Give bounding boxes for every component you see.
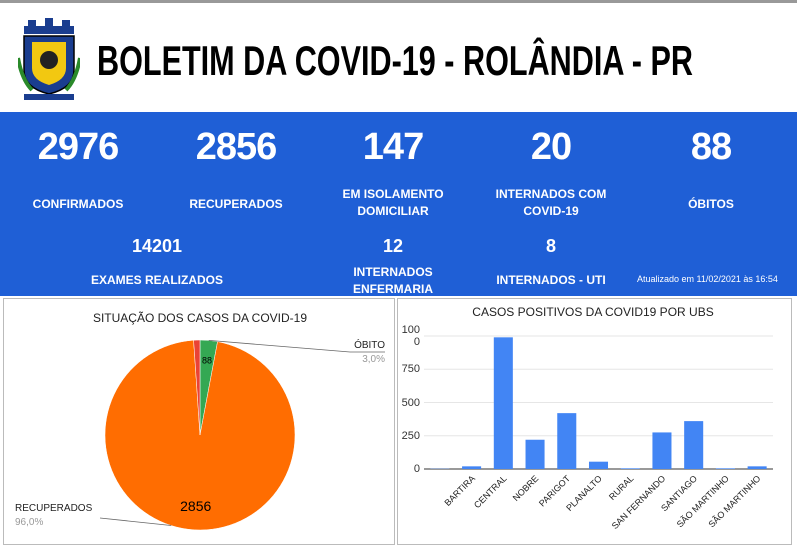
bar-panel <box>397 298 792 545</box>
y-tick-label: 250 <box>401 429 420 442</box>
stat-value: 12 <box>382 236 404 256</box>
legend-label: RECUPERADOS <box>15 503 93 514</box>
y-tick-label: 500 <box>401 396 420 409</box>
updated-note: Atualizado em 11/02/2021 às 16:54 <box>637 274 778 284</box>
stat-value: 2856 <box>195 126 278 168</box>
stat-value: 8 <box>545 236 557 256</box>
bar <box>652 432 672 469</box>
bar <box>684 421 704 469</box>
top-border <box>0 0 797 3</box>
stat-label: CONFIRMADOS <box>32 197 124 211</box>
stat-value: 147 <box>362 126 424 168</box>
stat-label: EXAMES REALIZADOS <box>90 273 223 287</box>
value-label: 88 <box>202 355 212 365</box>
bar <box>588 461 609 469</box>
x-tick-label: RURAL <box>607 473 636 502</box>
x-tick-label: NOBRE <box>511 473 541 503</box>
stat-label: INTERNADOS - UTI <box>496 273 606 287</box>
stat-label: ÓBITOS <box>688 197 734 211</box>
bar <box>462 466 482 469</box>
legend-label: ÓBITO <box>354 338 385 351</box>
bar <box>525 439 545 469</box>
chart-title: CASOS POSITIVOS DA COVID19 POR UBS <box>472 305 713 319</box>
stats-band <box>0 112 797 296</box>
stat-label: INTERNADOS COM COVID-19 <box>495 187 607 218</box>
percent-label: 3,0% <box>362 354 385 365</box>
pie-slice <box>104 339 296 531</box>
stat-label: RECUPERADOS <box>189 197 283 211</box>
logo <box>18 18 80 100</box>
y-tick-label: 1000 <box>401 324 420 348</box>
callout-line <box>208 340 385 353</box>
page-title: BOLETIM DA COVID-19 - ROLÂNDIA - PR <box>97 36 693 84</box>
bar <box>493 337 513 469</box>
chart-title: SITUAÇÃO DOS CASOS DA COVID-19 <box>93 311 307 325</box>
stat-value: 20 <box>530 126 572 168</box>
bar <box>715 468 735 469</box>
x-tick-label: SAN FERNANDO <box>610 473 668 531</box>
x-tick-label: CENTRAL <box>472 473 509 510</box>
callout-line <box>99 517 172 526</box>
stat-label: INTERNADOS ENFERMARIA <box>353 265 433 296</box>
header: BOLETIM DA COVID-19 - ROLÂNDIA - PR <box>97 36 693 84</box>
bar <box>620 468 640 469</box>
percent-label: 96,0% <box>15 517 43 528</box>
bar <box>557 413 577 469</box>
stat-label: EM ISOLAMENTO DOMICILIAR <box>342 187 444 218</box>
y-tick-label: 750 <box>401 363 420 376</box>
stat-value: 2976 <box>37 126 120 168</box>
y-tick-label: 0 <box>413 463 420 475</box>
bar <box>747 466 767 469</box>
value-label: 2856 <box>180 498 211 514</box>
pie-slice <box>193 339 201 436</box>
stat-value: 14201 <box>131 236 183 256</box>
stat-value: 88 <box>690 126 732 168</box>
